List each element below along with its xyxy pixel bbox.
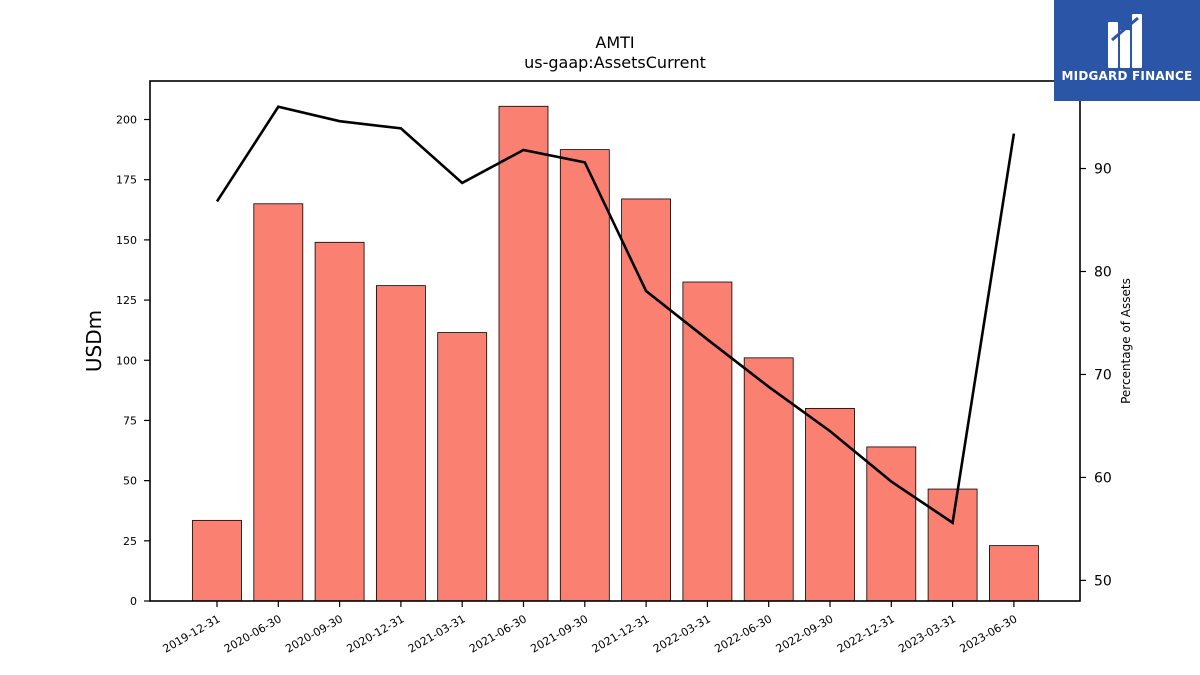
y2-tick-label: 50 [1094, 573, 1112, 589]
x-tick-label: 2019-12-31 [161, 612, 223, 655]
logo-mark-icon [1108, 14, 1142, 68]
bar-2019-12-31 [192, 519, 242, 602]
y-tick-label: 200 [116, 114, 137, 127]
y-axis-label: USDm [82, 310, 106, 372]
percentage-line [215, 105, 1016, 525]
x-tick-label: 2021-03-31 [406, 612, 468, 655]
bar-2020-12-31 [375, 285, 426, 602]
x-tick-label: 2022-03-31 [651, 612, 713, 655]
y-tick-label: 50 [123, 475, 137, 488]
bar-2022-06-30 [743, 357, 794, 602]
bar-2023-03-31 [927, 488, 978, 602]
line-group [215, 105, 1016, 525]
bar-2022-09-30 [805, 408, 855, 602]
bar-2021-09-30 [559, 149, 610, 602]
bar-2021-12-31 [621, 198, 671, 602]
bar-2021-03-31 [437, 332, 488, 602]
x-tick-label: 2023-06-30 [958, 612, 1020, 655]
chart-subtitle: us-gaap:AssetsCurrent [524, 53, 706, 72]
x-tick-label: 2020-09-30 [283, 612, 345, 655]
y-tick-label: 125 [116, 294, 137, 307]
x-tick-label: 2021-06-30 [467, 612, 529, 655]
x-tick-label: 2021-12-31 [590, 612, 652, 655]
bar-2022-12-31 [866, 446, 917, 602]
y-tick-label: 0 [130, 595, 137, 608]
y2-tick-label: 80 [1094, 264, 1112, 280]
bar-2021-06-30 [498, 105, 549, 602]
y-tick-label: 25 [123, 535, 137, 548]
y2-axis-label: Percentage of Assets [1119, 278, 1133, 404]
brand-logo: MIDGARD FINANCE [1054, 0, 1200, 101]
bar-2023-06-30 [989, 545, 1039, 602]
bar-2020-06-30 [253, 203, 304, 602]
y2-tick-label: 90 [1094, 162, 1112, 178]
x-tick-label: 2020-06-30 [222, 612, 284, 655]
x-tick-label: 2022-12-31 [835, 612, 897, 655]
plot-frame [149, 80, 1081, 602]
y-tick-label: 175 [116, 174, 137, 187]
x-axis: 2019-12-31 2020-06-30 2020-09-30 2020-12-31… [161, 601, 1020, 656]
logo-text: MIDGARD FINANCE [1061, 69, 1193, 83]
y2-tick-label: 60 [1094, 470, 1112, 486]
right-axis: 50 60 70 80 90 [1080, 162, 1112, 589]
left-axis: 0 25 50 75 100 125 150 175 200 [116, 114, 150, 608]
x-tick-label: 2022-06-30 [712, 612, 774, 655]
x-tick-label: 2021-09-30 [528, 612, 590, 655]
bars-group [192, 105, 1039, 602]
y2-tick-label: 70 [1094, 367, 1112, 383]
y-tick-label: 75 [123, 414, 137, 427]
x-tick-label: 2020-12-31 [345, 612, 407, 655]
x-tick-label: 2023-03-31 [896, 612, 958, 655]
bar-2022-03-31 [682, 281, 733, 602]
y-tick-label: 150 [116, 234, 137, 247]
bar-2020-09-30 [314, 241, 365, 602]
chart-title: AMTI [595, 33, 635, 52]
y-tick-label: 100 [116, 354, 137, 367]
x-tick-label: 2022-09-30 [774, 612, 836, 655]
